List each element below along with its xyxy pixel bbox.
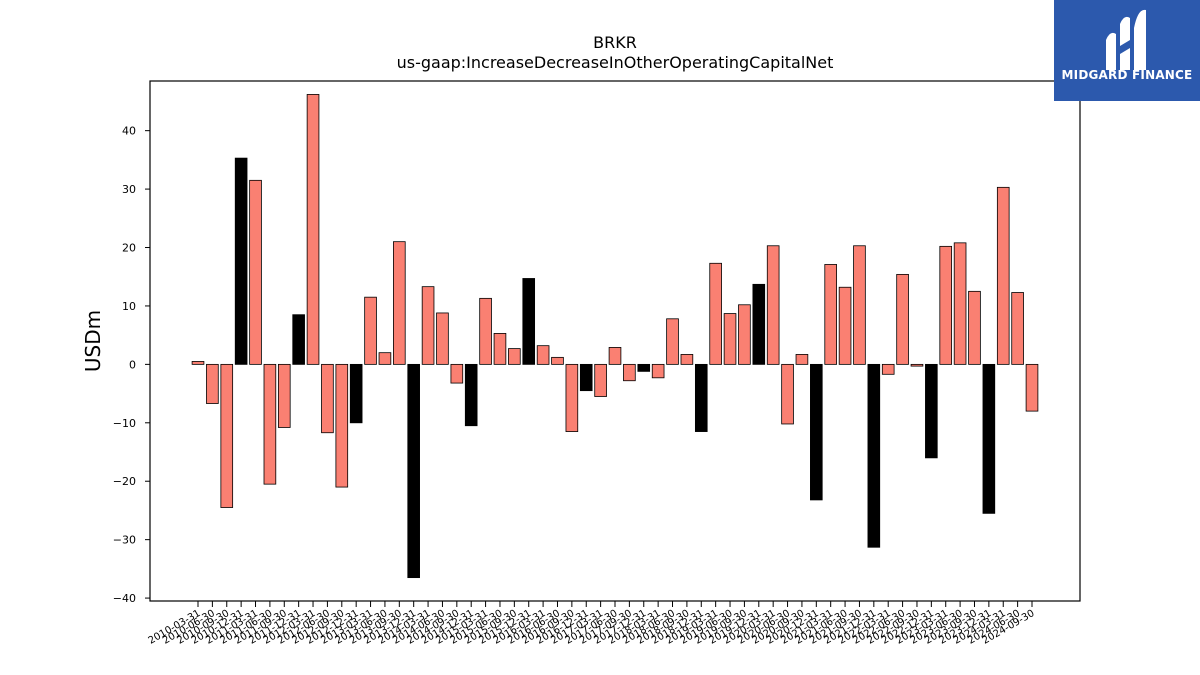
- chart-title: BRKR: [593, 33, 637, 52]
- bar: [637, 363, 651, 372]
- bars-group: [191, 94, 1039, 579]
- y-tick-label: 10: [122, 300, 136, 313]
- x-axis-ticks: 2010-03-312010-06-302010-09-302010-12-31…: [147, 601, 1037, 647]
- bar: [551, 356, 564, 365]
- bar: [292, 314, 305, 365]
- bar: [968, 290, 981, 365]
- chart-subtitle: us-gaap:IncreaseDecreaseInOtherOperating…: [397, 53, 834, 72]
- bar: [709, 262, 722, 365]
- bar: [306, 94, 320, 365]
- bar: [838, 286, 852, 365]
- bar: [723, 313, 737, 365]
- bar: [594, 363, 607, 397]
- plot-frame: [149, 80, 1081, 602]
- y-tick-label: 0: [129, 358, 136, 371]
- bar: [925, 363, 938, 459]
- bar: [364, 296, 377, 365]
- bar: [881, 363, 895, 375]
- bar: [608, 347, 622, 365]
- bar: [277, 363, 291, 428]
- bar: [795, 354, 809, 365]
- bar: [464, 363, 478, 427]
- y-tick-label: 20: [122, 242, 136, 255]
- bar: [249, 179, 262, 365]
- bar: [666, 318, 679, 365]
- brand-name: MIDGARD FINANCE: [1061, 68, 1193, 82]
- y-tick-label: −10: [113, 417, 136, 430]
- bar: [651, 363, 665, 379]
- bar: [479, 297, 492, 365]
- bar: [522, 278, 536, 365]
- bar: [910, 363, 924, 367]
- bar: [939, 245, 953, 365]
- bar: [996, 186, 1010, 365]
- bar: [694, 363, 708, 432]
- bar: [378, 352, 392, 365]
- bar: [1025, 363, 1039, 412]
- bar: [536, 345, 550, 365]
- y-tick-label: −20: [113, 475, 136, 488]
- y-tick-label: 40: [122, 125, 136, 138]
- bar: [206, 363, 219, 404]
- bar: [191, 361, 205, 365]
- bar: [579, 363, 593, 392]
- bar: [953, 242, 967, 365]
- bar: [781, 363, 794, 425]
- bar: [508, 348, 521, 365]
- bar: [321, 363, 334, 434]
- bar: [493, 333, 507, 365]
- y-tick-label: −30: [113, 534, 136, 547]
- bar: [407, 363, 420, 579]
- bar: [738, 304, 751, 365]
- bar: [824, 264, 837, 365]
- bar: [766, 245, 780, 365]
- bar: [853, 245, 866, 365]
- bar: [982, 363, 996, 514]
- bar: [896, 273, 909, 365]
- bar: [220, 363, 234, 508]
- bar: [421, 286, 435, 365]
- bar: [623, 363, 636, 382]
- bar: [263, 363, 277, 485]
- bar: [234, 157, 248, 365]
- bar: [393, 241, 406, 365]
- midgard-logo-icon: [1106, 9, 1146, 70]
- bar: [680, 354, 694, 365]
- y-tick-label: 30: [122, 183, 136, 196]
- bar: [1011, 292, 1024, 365]
- y-tick-label: −40: [113, 592, 136, 605]
- bar: [335, 363, 349, 488]
- bar: [752, 283, 766, 365]
- bar: [349, 363, 363, 424]
- y-axis-label: USDm: [81, 310, 105, 372]
- bar: [565, 363, 579, 432]
- bar: [810, 363, 823, 501]
- bar: [867, 363, 881, 548]
- bar: [450, 363, 464, 384]
- brand-logo: MIDGARD FINANCE: [1054, 0, 1200, 101]
- bar: [436, 312, 449, 365]
- y-axis-ticks: −40 −30 −20 −10 0 10 20 30 40: [113, 125, 150, 605]
